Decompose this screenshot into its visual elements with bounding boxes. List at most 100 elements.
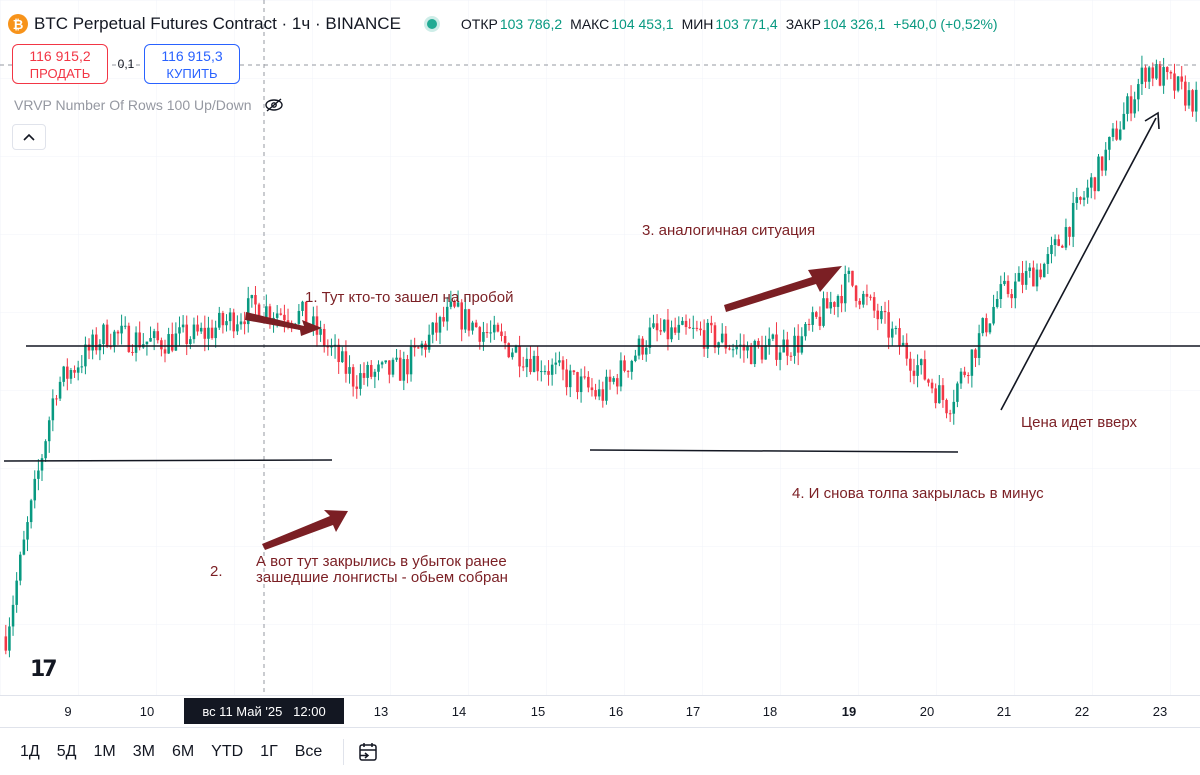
candle-body bbox=[695, 327, 699, 329]
candle-body bbox=[554, 362, 558, 365]
candle-body bbox=[456, 302, 460, 307]
candle-body bbox=[876, 310, 880, 320]
candle-body bbox=[818, 316, 822, 326]
price-chart[interactable] bbox=[0, 0, 1200, 695]
candle-body bbox=[4, 636, 8, 651]
candle-body bbox=[800, 336, 804, 353]
candle-body bbox=[402, 359, 406, 381]
candle-body bbox=[529, 358, 532, 372]
annotation-2-number[interactable]: 2. bbox=[210, 563, 223, 580]
annotation-4[interactable]: 4. И снова толпа закрылась в минус bbox=[792, 485, 1044, 502]
candle-body bbox=[55, 398, 58, 400]
candle-body bbox=[243, 321, 246, 325]
support-line-2[interactable] bbox=[589, 449, 959, 453]
candle-body bbox=[720, 333, 724, 343]
time-tick-22: 22 bbox=[1074, 704, 1090, 719]
goto-date-icon[interactable] bbox=[356, 740, 380, 764]
candle-body bbox=[948, 413, 952, 415]
candle-body bbox=[1071, 202, 1075, 237]
buy-button[interactable]: 116 915,3 КУПИТЬ bbox=[144, 44, 240, 84]
candle-body bbox=[373, 371, 377, 377]
candle-body bbox=[1057, 239, 1060, 246]
annotation-5[interactable]: Цена идет вверх bbox=[1021, 414, 1138, 431]
spread-value: 0,1 bbox=[117, 57, 135, 71]
sell-button[interactable]: 116 915,2 ПРОДАТЬ bbox=[12, 44, 108, 84]
candle-body bbox=[959, 371, 963, 384]
candle-body bbox=[912, 370, 916, 376]
candle-body bbox=[702, 330, 706, 349]
tradingview-logo[interactable]: 17 bbox=[30, 657, 58, 682]
ohlc-values: ОТКР 103 786,2 МАКС 104 453,1 МИН 103 771,4… bbox=[461, 16, 998, 32]
candle-body bbox=[1158, 64, 1162, 86]
open-value: 103 786,2 bbox=[499, 16, 563, 32]
trade-panel: 116 915,2 ПРОДАТЬ 0,1 116 915,3 КУПИТЬ bbox=[12, 44, 240, 84]
period-button-6М[interactable]: 6М bbox=[171, 742, 195, 760]
candle-body bbox=[543, 371, 547, 373]
arrow-annotation-1[interactable] bbox=[245, 312, 322, 336]
period-button-Все[interactable]: Все bbox=[294, 742, 323, 760]
candle-body bbox=[102, 324, 105, 345]
candle-body bbox=[579, 376, 583, 393]
candle-body bbox=[507, 343, 511, 358]
period-button-1Д[interactable]: 1Д bbox=[20, 742, 40, 760]
high-label: МАКС bbox=[570, 16, 610, 32]
candle-body bbox=[355, 386, 359, 389]
candle-body bbox=[883, 311, 887, 313]
candle-body bbox=[626, 370, 630, 372]
candle-body bbox=[22, 539, 26, 555]
candle-body bbox=[123, 325, 127, 327]
period-button-5Д[interactable]: 5Д bbox=[56, 742, 77, 760]
chart-area[interactable]: ₿ BTC Perpetual Futures Contract · 1ч · … bbox=[0, 0, 1200, 695]
annotation-2-line2[interactable]: зашедшие лонгисты - обьем собран bbox=[256, 569, 508, 586]
arrow-price-up[interactable] bbox=[1000, 111, 1160, 411]
candle-body bbox=[608, 376, 612, 382]
arrow-annotation-3[interactable] bbox=[724, 266, 842, 312]
candle-body bbox=[970, 349, 974, 376]
candle-body bbox=[1194, 89, 1198, 112]
candle-body bbox=[268, 306, 272, 321]
candle-body bbox=[464, 309, 467, 330]
candle-body bbox=[178, 327, 181, 334]
candle-body bbox=[29, 500, 33, 523]
candle-body bbox=[167, 334, 170, 354]
candle-body bbox=[170, 334, 174, 351]
candle-body bbox=[825, 298, 829, 309]
candle-body bbox=[181, 324, 185, 328]
candle-body bbox=[384, 360, 387, 363]
candle-body bbox=[1104, 149, 1108, 171]
low-label: МИН bbox=[681, 16, 714, 32]
candle-body bbox=[467, 309, 471, 331]
candle-body bbox=[138, 332, 141, 348]
candle-body bbox=[587, 376, 590, 388]
candle-body bbox=[152, 331, 156, 339]
support-line-1[interactable] bbox=[3, 459, 333, 462]
candle-body bbox=[210, 327, 214, 339]
candle-body bbox=[840, 295, 843, 304]
candle-body bbox=[742, 344, 746, 351]
annotation-1[interactable]: 1. Тут кто-то зашел на пробой bbox=[305, 289, 514, 306]
candle-body bbox=[985, 318, 988, 333]
candle-body bbox=[565, 369, 568, 388]
candle-body bbox=[471, 322, 474, 331]
period-button-YTD[interactable]: YTD bbox=[211, 742, 244, 760]
period-button-1М[interactable]: 1М bbox=[93, 742, 116, 760]
eye-off-icon[interactable] bbox=[264, 97, 284, 113]
time-tick-17: 17 bbox=[685, 704, 701, 719]
time-axis[interactable]: 9 10 13 14 15 16 17 18 19 20 21 22 23 вс 11 Май '25 1… bbox=[0, 695, 1200, 727]
symbol-title[interactable]: BTC Perpetual Futures Contract · 1ч · BI… bbox=[34, 14, 401, 33]
indicator-legend[interactable]: VRVP Number Of Rows 100 Up/Down bbox=[14, 97, 284, 113]
annotation-2-line1[interactable]: А вот тут закрылись в убыток ранее bbox=[256, 553, 507, 570]
period-button-1Г[interactable]: 1Г bbox=[260, 742, 278, 760]
period-button-3М[interactable]: 3М bbox=[132, 742, 155, 760]
arrow-annotation-2[interactable] bbox=[262, 510, 348, 550]
toolbar-divider bbox=[343, 738, 345, 765]
candle-body bbox=[431, 322, 435, 335]
candle-body bbox=[1147, 67, 1151, 82]
collapse-legend-button[interactable] bbox=[12, 124, 46, 150]
annotation-3[interactable]: 3. аналогичная ситуация bbox=[642, 222, 816, 239]
candle-body bbox=[851, 270, 854, 286]
candle-body bbox=[749, 346, 753, 365]
candle-body bbox=[927, 379, 930, 383]
candle-body bbox=[894, 328, 898, 330]
candle-body bbox=[301, 301, 304, 311]
